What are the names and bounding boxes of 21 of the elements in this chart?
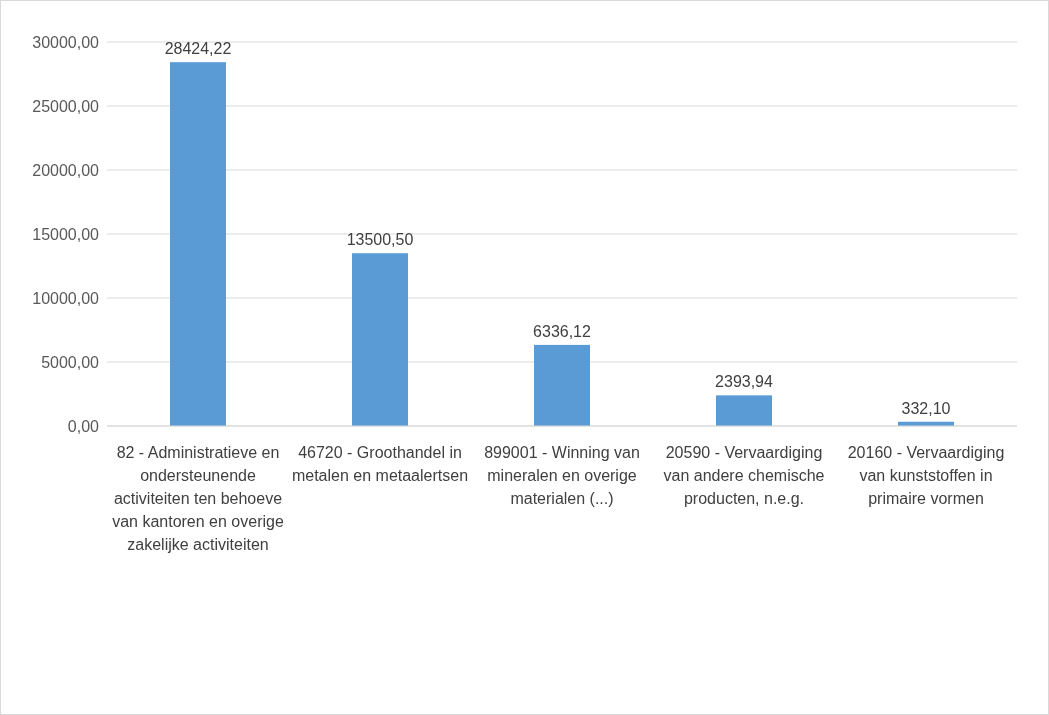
x-tick-label: 20160 - Vervaardiging van kunststoffen in primaire vormen [847, 444, 1005, 507]
y-tick-label: 30000,00 [32, 34, 100, 51]
y-tick-label: 15000,00 [32, 226, 100, 243]
bar [170, 62, 226, 426]
data-label: 13500,50 [346, 231, 414, 249]
bar [716, 395, 772, 426]
y-tick-label: 10000,00 [32, 290, 100, 307]
x-tick-label: 899001 - Winning van mineralen en overige materialen (...) [484, 444, 640, 507]
bar [534, 344, 590, 426]
data-label: 28424,22 [164, 40, 232, 58]
y-tick-label: 20000,00 [32, 162, 100, 179]
bar [352, 253, 408, 426]
data-label: 2393,94 [715, 373, 774, 391]
x-tick-label: 82 - Administratieve en ondersteunende activiteiten ten behoeve van kantoren en overige zakelijke activiteiten [112, 444, 284, 553]
data-label: 332,10 [901, 399, 951, 417]
data-label: 6336,12 [533, 322, 592, 340]
x-tick-label: 46720 - Groothandel in metalen en metaalertsen [291, 444, 469, 484]
y-tick-label: 25000,00 [32, 98, 100, 115]
y-tick-label: 5000,00 [41, 354, 100, 371]
x-tick-label: 20590 - Vervaardiging van andere chemische producten, n.e.g. [663, 444, 825, 507]
y-tick-label: 0,00 [67, 418, 100, 435]
